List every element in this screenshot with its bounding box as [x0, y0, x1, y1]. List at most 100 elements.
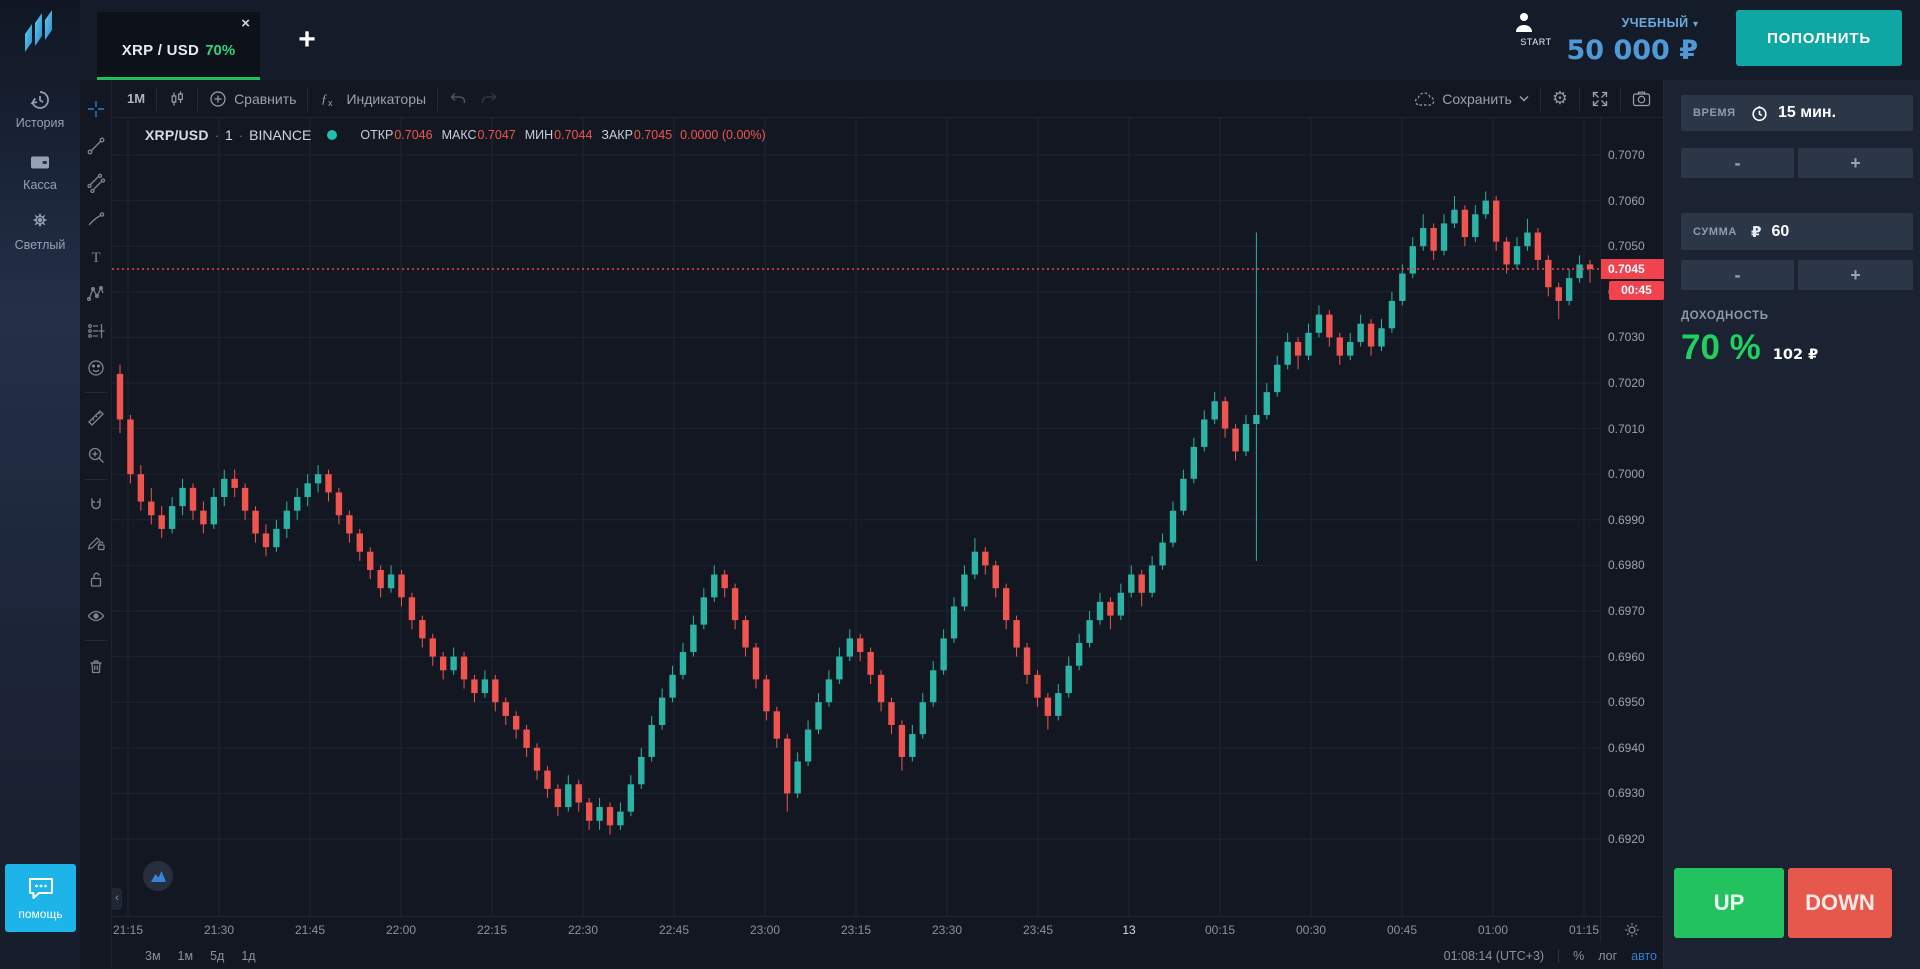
candle-body — [1461, 209, 1469, 238]
candle-body — [221, 478, 228, 497]
forecast-tool-icon[interactable] — [80, 312, 112, 349]
candle-body — [617, 811, 624, 826]
percent-scale-button[interactable]: % — [1573, 948, 1585, 963]
candle-body — [565, 784, 572, 808]
clock-utc[interactable]: 01:08:14 (UTC+3) — [1443, 948, 1545, 963]
amount-minus-button[interactable]: - — [1681, 260, 1794, 290]
candle-body — [1201, 419, 1208, 447]
candle-body — [1305, 332, 1312, 356]
account-selector[interactable]: УЧЕБНЫЙ ▾ 50 000 ₽ — [1520, 14, 1698, 66]
candle-body — [356, 533, 363, 552]
time-field[interactable]: ВРЕМЯ 15 мин. — [1681, 95, 1913, 131]
chart-plot[interactable]: XRP/USD · 1 · BINANCE ОТКР 0.7046 МАКС 0.7… — [112, 118, 1600, 916]
screenshot-button[interactable] — [1621, 80, 1655, 118]
time-tick-label: 00:45 — [1386, 923, 1418, 937]
candle-body — [1253, 414, 1260, 425]
candle-body — [950, 606, 958, 639]
range-3m-button[interactable]: 3м — [145, 948, 161, 963]
log-scale-button[interactable]: лог — [1598, 948, 1618, 963]
up-button[interactable]: UP — [1674, 868, 1784, 938]
chart-bottom-bar: 3м 1м 5д 1д 01:08:14 (UTC+3) % лог авто — [112, 942, 1663, 969]
interval-button[interactable]: 1М — [127, 91, 146, 106]
candle-body — [836, 656, 843, 680]
sun-icon — [28, 210, 52, 234]
legend-change: 0.0000 (0.00%) — [680, 128, 766, 142]
drawing-lock-icon[interactable] — [80, 523, 112, 560]
trend-line-icon[interactable] — [80, 127, 112, 164]
time-axis[interactable]: 21:15 21:30 21:45 22:00 22:15 22:30 22:45 23:00… — [112, 916, 1600, 942]
tab-xrp-usd[interactable]: XRP / USD 70% × — [97, 12, 260, 80]
sidebar-item-theme[interactable]: Светлый — [0, 210, 80, 252]
candle-body — [1065, 665, 1072, 694]
candlesticks-icon — [171, 91, 183, 105]
amount-plus-button[interactable]: + — [1798, 260, 1913, 290]
indicators-button[interactable]: ƒ x Индикаторы — [321, 90, 427, 108]
xabcd-pattern-icon[interactable] — [80, 275, 112, 312]
app-logo[interactable] — [20, 8, 60, 56]
candle-body — [669, 674, 676, 698]
time-minus-button[interactable]: - — [1681, 148, 1794, 178]
price-tick-label: 0.6970 — [1608, 604, 1645, 618]
grid — [112, 118, 1600, 916]
candle-body — [502, 702, 509, 716]
magnet-icon[interactable] — [80, 486, 112, 523]
candle-body — [512, 715, 520, 730]
fib-tools-icon[interactable] — [80, 164, 112, 201]
market-status-dot — [327, 130, 338, 140]
zoom-in-icon[interactable] — [80, 436, 112, 473]
legend-interval: 1 — [224, 127, 233, 143]
chevron-down-icon: ▾ — [1692, 19, 1698, 30]
chart-settings-button[interactable]: ⚙ — [1551, 88, 1568, 109]
close-icon[interactable]: × — [241, 15, 250, 32]
price-tick-label: 0.6990 — [1608, 512, 1645, 527]
deposit-button[interactable]: ПОПОЛНИТЬ — [1736, 10, 1902, 66]
time-tick-label: 21:45 — [294, 923, 326, 937]
time-plus-button[interactable]: + — [1798, 148, 1913, 178]
emoji-icon[interactable] — [80, 349, 112, 386]
start-button[interactable]: START — [1512, 10, 1560, 47]
crosshair-icon[interactable] — [80, 90, 112, 127]
amount-field[interactable]: СУММА ₽ 60 — [1681, 213, 1913, 250]
save-layout-button[interactable]: Сохранить — [1402, 80, 1540, 118]
text-icon[interactable]: T — [80, 238, 112, 275]
range-1d-button[interactable]: 1д — [241, 948, 256, 963]
down-button[interactable]: DOWN — [1788, 868, 1892, 938]
help-button[interactable]: помощь — [5, 864, 76, 932]
sidebar-item-history[interactable]: История — [0, 88, 80, 130]
chevron-down-icon — [1519, 96, 1529, 102]
price-tick-label: 0.6950 — [1608, 695, 1645, 710]
compare-button[interactable]: Сравнить — [198, 80, 307, 118]
redo-button[interactable] — [478, 80, 509, 118]
range-1m-button[interactable]: 1м — [177, 948, 194, 963]
candle-body — [127, 419, 134, 475]
candle-body — [1180, 478, 1187, 511]
sidebar-item-cashier[interactable]: Касса — [0, 150, 80, 192]
lock-icon[interactable] — [80, 560, 112, 597]
fullscreen-button[interactable] — [1580, 80, 1620, 118]
brush-icon[interactable] — [80, 201, 112, 238]
candle-body — [200, 510, 207, 525]
collapse-toolbar-handle[interactable]: ‹ — [112, 888, 122, 910]
add-tab-button[interactable]: + — [298, 23, 316, 56]
range-5d-button[interactable]: 5д — [210, 948, 225, 963]
candles-style-button[interactable] — [157, 80, 197, 118]
payout-label: ДОХОДНОСТЬ — [1681, 310, 1769, 322]
trash-icon[interactable] — [80, 647, 112, 684]
ruler-icon[interactable] — [80, 399, 112, 436]
auto-scale-button[interactable]: авто — [1631, 948, 1657, 963]
candle-body — [533, 747, 541, 771]
undo-button[interactable] — [438, 80, 478, 118]
eye-icon[interactable] — [80, 597, 112, 634]
candle-body — [1347, 341, 1354, 356]
candle-body — [1148, 565, 1156, 593]
candle-body — [408, 597, 416, 621]
candle-body — [1086, 620, 1093, 643]
candle-body — [1565, 278, 1573, 301]
price-scale[interactable]: 0.6920 0.6930 0.6940 0.6950 0.6960 0.6970 0.69… — [1600, 118, 1664, 916]
amount-value: 60 — [1771, 222, 1790, 240]
bottom-bar-separator — [1558, 948, 1560, 963]
session-sun-icon[interactable] — [1624, 922, 1640, 938]
header: XRP / USD 70% × + START УЧЕБНЫЙ ▾ 50 000… — [80, 0, 1920, 80]
maximize-pane-button[interactable] — [143, 861, 173, 891]
candle-body — [116, 373, 124, 420]
